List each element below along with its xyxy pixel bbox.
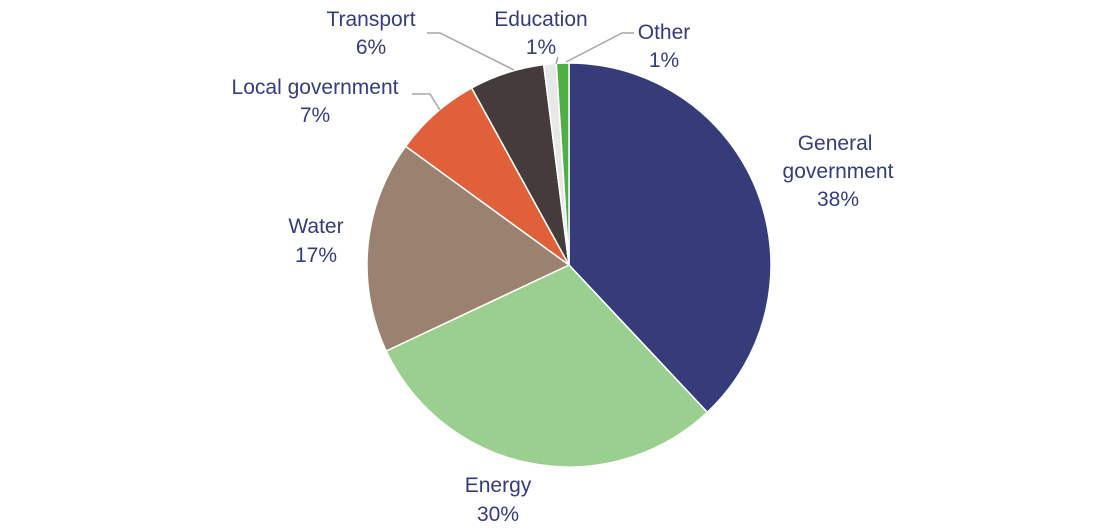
leader-line-local-government <box>412 93 441 111</box>
label-local-government: Local government <box>232 76 399 99</box>
pie-slice-energy <box>385 264 709 468</box>
label-general-government-line2: government <box>783 160 894 183</box>
leader-line-other <box>565 32 634 63</box>
label-water-pct: 17% <box>295 244 337 267</box>
label-other: Other <box>638 21 691 44</box>
label-transport: Transport <box>326 8 415 31</box>
label-transport-pct: 6% <box>356 36 386 59</box>
label-energy: Energy <box>465 474 532 497</box>
label-other-pct: 1% <box>649 49 679 72</box>
label-general-government-pct: 38% <box>817 188 859 211</box>
leader-line-transport <box>427 32 515 71</box>
label-local-government-pct: 7% <box>300 104 330 127</box>
label-general-government-line1: General <box>798 132 873 155</box>
leader-line-education <box>555 56 559 65</box>
leader-lines <box>412 32 634 111</box>
pie-slice-water <box>366 145 571 353</box>
pie-slice-general-government <box>568 62 772 414</box>
label-education: Education <box>494 8 587 31</box>
label-general-government: General government <box>783 132 894 183</box>
label-education-pct: 1% <box>526 36 556 59</box>
pie-slices <box>366 62 772 468</box>
label-water: Water <box>288 215 343 238</box>
label-energy-pct: 30% <box>477 503 519 526</box>
